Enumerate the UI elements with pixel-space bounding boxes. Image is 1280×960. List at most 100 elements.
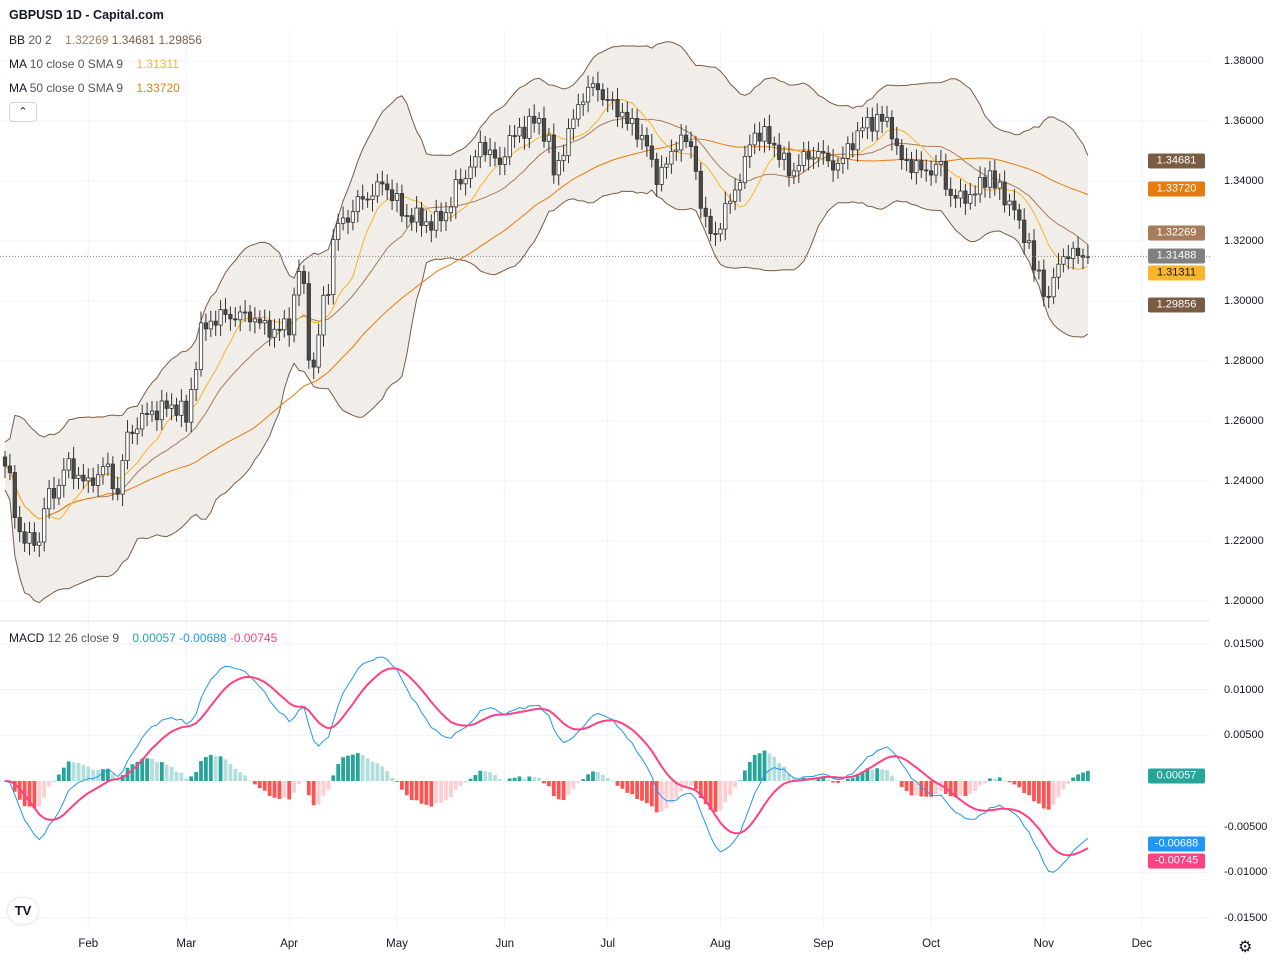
candle [438,211,444,222]
candle [850,143,855,151]
macd-signal-value: -0.00745 [229,631,278,645]
candle [42,508,47,543]
macd-histogram-bar [929,781,933,797]
legend-bb[interactable]: BB 20 2 1.32269 1.34681 1.29856 [9,33,202,47]
candle [223,309,228,315]
macd-histogram-bar [782,766,786,781]
macd-histogram-bar [747,762,752,781]
candle [684,134,689,143]
candle [419,207,424,226]
macd-histogram-bar [698,781,703,799]
macd-histogram-bar [257,781,262,789]
macd-histogram-bar [429,781,434,807]
macd-histogram-bar [483,771,488,781]
candle [752,132,757,146]
price-axis-tick: 1.28000 [1224,355,1264,367]
macd-histogram-bar [997,777,1002,781]
macd-histogram-bar [346,755,350,781]
price-axis-tick: 1.20000 [1224,595,1264,607]
macd-histogram-bar [826,779,831,781]
candle [277,328,282,331]
candle [963,190,968,204]
macd-histogram-bar [385,771,390,781]
bb-upper-line [4,41,1089,443]
candle [987,170,993,188]
price-pane[interactable] [0,41,1210,604]
macd-histogram-bar [625,781,630,793]
macd-histogram-bar [684,781,688,788]
macd-histogram-bar [96,770,100,781]
legend-macd[interactable]: MACD 12 26 close 9 0.00057 -0.00688 -0.0… [9,631,277,645]
price-badge: 1.33720 [1148,181,1205,197]
candle [757,132,762,142]
macd-histogram-bar [1037,781,1041,804]
candle [120,460,125,495]
price-badge: 1.32269 [1148,225,1205,241]
macd-histogram-bar [527,776,532,781]
candle [340,217,346,224]
price-axis-tick: 1.26000 [1224,415,1264,427]
macd-histogram-bar [532,777,537,781]
macd-histogram-bar [1012,781,1017,785]
macd-histogram-bar [1027,781,1031,796]
candle [561,155,566,161]
macd-histogram-bar [953,781,958,798]
legend-ma50[interactable]: MA 50 close 0 SMA 9 1.33720 [9,81,180,95]
candle [169,404,174,409]
candle [272,328,277,338]
macd-histogram-bar [370,761,375,781]
time-axis-label: Apr [280,938,299,950]
macd-histogram-bar [1076,774,1080,781]
macd-histogram-bar [135,762,140,781]
time-axis-label: Sep [813,938,834,950]
candle [581,101,586,106]
candle [929,170,934,176]
macd-pane[interactable] [3,656,1090,873]
macd-axis-tick: -0.00500 [1224,820,1268,833]
macd-histogram-bar [463,781,468,783]
candle [22,531,27,544]
macd-histogram-bar [32,781,37,808]
ma10-label: MA [9,57,27,71]
legend-ma10[interactable]: MA 10 close 0 SMA 9 1.31311 [9,57,179,71]
candle [973,193,978,196]
bb-upper-value: 1.34681 [111,33,156,47]
macd-line [4,656,1089,873]
macd-histogram-bar [630,781,635,795]
macd-histogram-bar [517,776,522,781]
price-axis-tick: 1.38000 [1224,55,1264,67]
candle [468,166,473,179]
candle [595,83,601,91]
tradingview-logo[interactable]: TV [8,898,38,924]
candle [365,198,370,201]
candle [345,217,351,223]
macd-histogram-bar [439,781,443,803]
ma50-line [4,138,1089,520]
candle [385,183,390,191]
macd-histogram-bar [1017,781,1022,788]
macd-histogram-bar [218,756,223,781]
macd-histogram-bar [37,781,42,807]
candle [370,195,375,200]
candle [47,488,52,510]
macd-histogram-bar [566,781,571,795]
collapse-legend-button[interactable]: ⌃ [9,102,37,122]
candle [502,156,507,165]
macd-histogram-bar [321,781,326,796]
candle [865,117,870,129]
macd-histogram-bar [615,781,620,786]
macd-histogram-bar [1007,781,1012,783]
macd-histogram-bar [865,768,870,781]
candle [140,413,145,430]
gear-icon[interactable]: ⚙ [1238,939,1253,956]
macd-histogram-bar [640,781,644,801]
macd-histogram-bar [204,757,208,781]
candle [718,228,723,235]
candle [639,135,645,140]
macd-histogram-bar [620,781,625,789]
macd-histogram-bar [179,772,184,781]
candle [953,195,958,199]
macd-label: MACD [9,631,45,645]
candle [179,400,184,416]
